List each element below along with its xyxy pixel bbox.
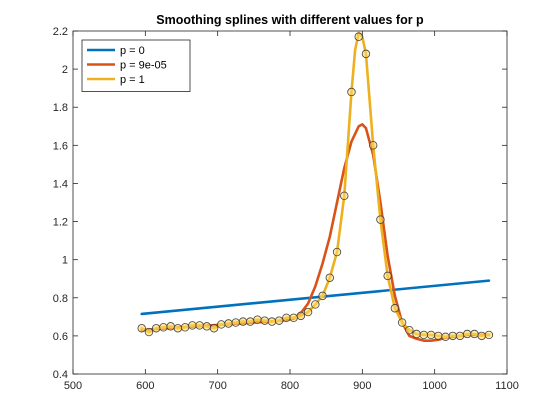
data-point: [296, 311, 306, 321]
chart-title: Smoothing splines with different values …: [156, 13, 424, 27]
y-tick-label: 0.4: [53, 369, 68, 381]
points-layer: [137, 32, 494, 342]
data-point: [231, 318, 240, 327]
data-point: [318, 291, 327, 301]
data-point: [260, 316, 269, 325]
data-point: [180, 323, 190, 332]
data-point: [354, 32, 363, 41]
data-point: [311, 300, 320, 309]
data-point: [195, 321, 204, 330]
data-point: [209, 324, 219, 333]
data-point: [376, 215, 385, 224]
data-point: [217, 320, 226, 329]
y-tick-label: 1.6: [53, 140, 68, 152]
y-tick-label: 1.4: [53, 178, 68, 190]
axes-layer: 500 600 700 800 900 1000 1100 0.4 0.6 0.8 1 1.2 1.4 1…: [53, 26, 519, 392]
data-point: [332, 247, 342, 257]
data-point: [144, 327, 154, 337]
data-point: [397, 318, 407, 327]
y-tick-label: 1.2: [53, 217, 68, 229]
x-tick-label: 800: [281, 380, 299, 392]
data-point: [282, 313, 291, 322]
x-tick-label: 700: [208, 380, 226, 392]
data-point: [463, 329, 472, 339]
x-tick-label: 900: [353, 380, 371, 392]
data-point: [455, 331, 465, 341]
data-point: [347, 87, 356, 97]
data-point: [361, 49, 371, 59]
data-point: [202, 322, 212, 331]
legend-label-3: p = 1: [120, 74, 145, 86]
data-point: [253, 315, 262, 324]
y-tick-label: 2.2: [53, 26, 68, 38]
data-point: [434, 331, 443, 341]
data-point: [484, 330, 494, 340]
legend: p = 0 p = 9e-05 p = 1: [81, 39, 191, 92]
data-point: [405, 325, 414, 335]
legend-label-2: p = 9e-05: [120, 60, 167, 72]
data-point: [368, 141, 378, 150]
x-tick-label: 500: [64, 380, 82, 392]
data-point: [448, 331, 457, 341]
y-tick-label: 2: [62, 64, 68, 76]
data-point: [151, 324, 161, 333]
data-point: [426, 330, 436, 340]
data-point: [137, 324, 146, 333]
data-point: [238, 317, 248, 326]
x-tick-label: 600: [136, 380, 154, 392]
y-tick-label: 0.6: [53, 331, 68, 343]
data-point: [173, 324, 183, 333]
y-tick-label: 1.8: [53, 102, 68, 114]
data-point: [274, 316, 284, 325]
data-point: [340, 191, 349, 201]
data-point: [477, 331, 486, 341]
legend-label-1: p = 0: [120, 45, 145, 57]
data-point: [390, 304, 400, 313]
y-tick-label: 1: [62, 255, 68, 267]
x-tick-label: 1000: [422, 380, 446, 392]
data-point: [289, 313, 298, 322]
data-point: [412, 329, 421, 339]
data-point: [188, 321, 197, 330]
data-point: [470, 329, 479, 339]
data-point: [383, 271, 392, 281]
data-point: [325, 273, 334, 282]
data-point: [441, 332, 450, 342]
data-point: [159, 323, 168, 332]
x-tick-label: 1100: [495, 380, 519, 392]
data-point: [224, 319, 233, 328]
data-point: [267, 317, 277, 326]
series-line-1: [140, 279, 491, 316]
y-tick-label: 0.8: [53, 293, 68, 305]
data-point: [246, 317, 255, 326]
data-point: [303, 307, 313, 317]
data-point: [166, 322, 175, 331]
data-point: [419, 330, 429, 340]
